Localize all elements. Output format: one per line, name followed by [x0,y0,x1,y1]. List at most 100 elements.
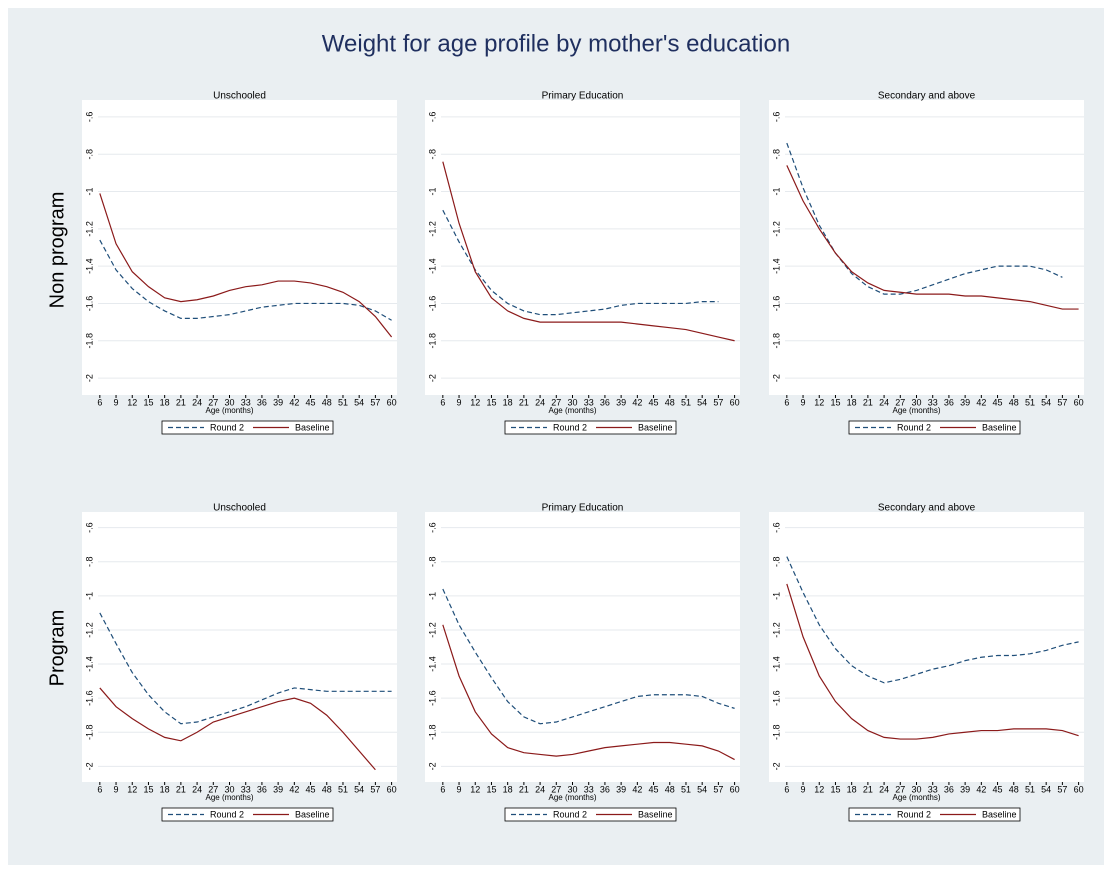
x-tick-label: 45 [306,397,316,407]
x-tick-label: 39 [960,784,970,794]
x-tick-label: 21 [519,397,529,407]
x-tick-label: 18 [503,784,513,794]
x-tick-label: 18 [503,397,513,407]
x-tick-label: 9 [114,784,119,794]
series-line [786,165,1079,310]
y-tick-label: -1.2 [771,622,781,638]
x-tick-label: 15 [486,397,496,407]
legend-label: Round 2 [553,422,587,432]
x-tick-label: 54 [697,784,707,794]
x-tick-label: 27 [895,784,905,794]
x-tick-label: 51 [1025,397,1035,407]
y-tick-label: -1.2 [427,221,437,237]
series-line [786,556,1079,684]
x-tick-label: 48 [665,397,675,407]
x-tick-label: 24 [535,397,545,407]
x-tick-label: 6 [440,397,445,407]
x-tick-label: 57 [713,784,723,794]
x-tick-label: 33 [928,784,938,794]
y-tick-label: -1.8 [771,724,781,740]
plot-area [425,100,740,395]
legend-label: Round 2 [210,809,244,819]
y-tick-label: -2 [771,762,781,770]
x-tick-label: 36 [600,397,610,407]
x-tick-label: 51 [1025,784,1035,794]
x-tick-label: 60 [730,784,740,794]
x-tick-label: 60 [1074,784,1084,794]
y-tick-label: -.8 [771,556,781,567]
y-tick-label: -1.8 [427,333,437,349]
x-tick-label: 48 [665,784,675,794]
plot-area [425,512,740,782]
y-tick-label: -1 [84,592,94,600]
x-tick-label: 12 [470,397,480,407]
x-tick-label: 51 [338,784,348,794]
x-tick-label: 18 [160,397,170,407]
x-tick-label: 36 [600,784,610,794]
x-tick-label: 9 [801,784,806,794]
x-tick-label: 24 [535,784,545,794]
x-axis-label: Age (months) [205,406,253,415]
y-tick-label: -.8 [427,556,437,567]
panel-title: Secondary and above [878,503,976,514]
legend [504,420,677,435]
x-tick-label: 24 [192,397,202,407]
x-tick-label: 36 [257,784,267,794]
y-tick-label: -1.6 [84,690,94,706]
legend-label: Round 2 [210,422,244,432]
x-tick-label: 57 [713,397,723,407]
x-tick-label: 30 [224,397,234,407]
x-tick-label: 42 [289,784,299,794]
y-tick-label: -.6 [84,112,94,123]
y-tick-label: -.6 [771,522,781,533]
y-tick-label: -1.4 [427,656,437,672]
x-tick-label: 30 [567,397,577,407]
y-tick-label: -.8 [84,556,94,567]
y-tick-label: -.8 [771,149,781,160]
plot-area [769,512,1084,782]
panel-title: Primary Education [542,91,624,102]
x-tick-label: 60 [387,784,397,794]
x-tick-label: 12 [814,397,824,407]
x-tick-label: 54 [354,784,364,794]
x-tick-label: 21 [863,397,873,407]
plot-area [82,512,397,782]
legend-label: Baseline [982,809,1017,819]
y-tick-label: -.6 [427,112,437,123]
x-tick-label: 51 [338,397,348,407]
x-tick-label: 36 [944,397,954,407]
x-tick-label: 39 [616,784,626,794]
x-tick-label: 6 [784,784,789,794]
y-tick-label: -1.6 [427,296,437,312]
y-tick-label: -1.2 [84,221,94,237]
legend-label: Baseline [295,422,330,432]
x-tick-label: 45 [649,397,659,407]
y-tick-label: -.6 [771,112,781,123]
x-tick-label: 51 [681,784,691,794]
x-tick-label: 9 [457,397,462,407]
series-line [99,687,376,771]
y-tick-label: -2 [427,762,437,770]
x-tick-label: 42 [632,397,642,407]
x-tick-label: 6 [440,784,445,794]
x-tick-label: 60 [387,397,397,407]
y-tick-label: -.8 [84,149,94,160]
series-line [442,161,735,342]
x-tick-label: 27 [551,784,561,794]
legend-label: Baseline [982,422,1017,432]
x-tick-label: 12 [127,397,137,407]
x-axis-label: Age (months) [205,793,253,802]
y-tick-label: -2 [427,374,437,382]
y-tick-label: -1.4 [84,258,94,274]
y-tick-label: -1.6 [771,296,781,312]
x-tick-label: 48 [1009,784,1019,794]
x-tick-label: 30 [224,784,234,794]
y-tick-label: -1.6 [427,690,437,706]
panel-title: Primary Education [542,503,624,514]
x-tick-label: 33 [928,397,938,407]
x-tick-label: 21 [863,784,873,794]
x-tick-label: 24 [879,784,889,794]
x-tick-label: 45 [649,784,659,794]
x-tick-label: 33 [584,397,594,407]
row-label: Program [46,610,68,687]
